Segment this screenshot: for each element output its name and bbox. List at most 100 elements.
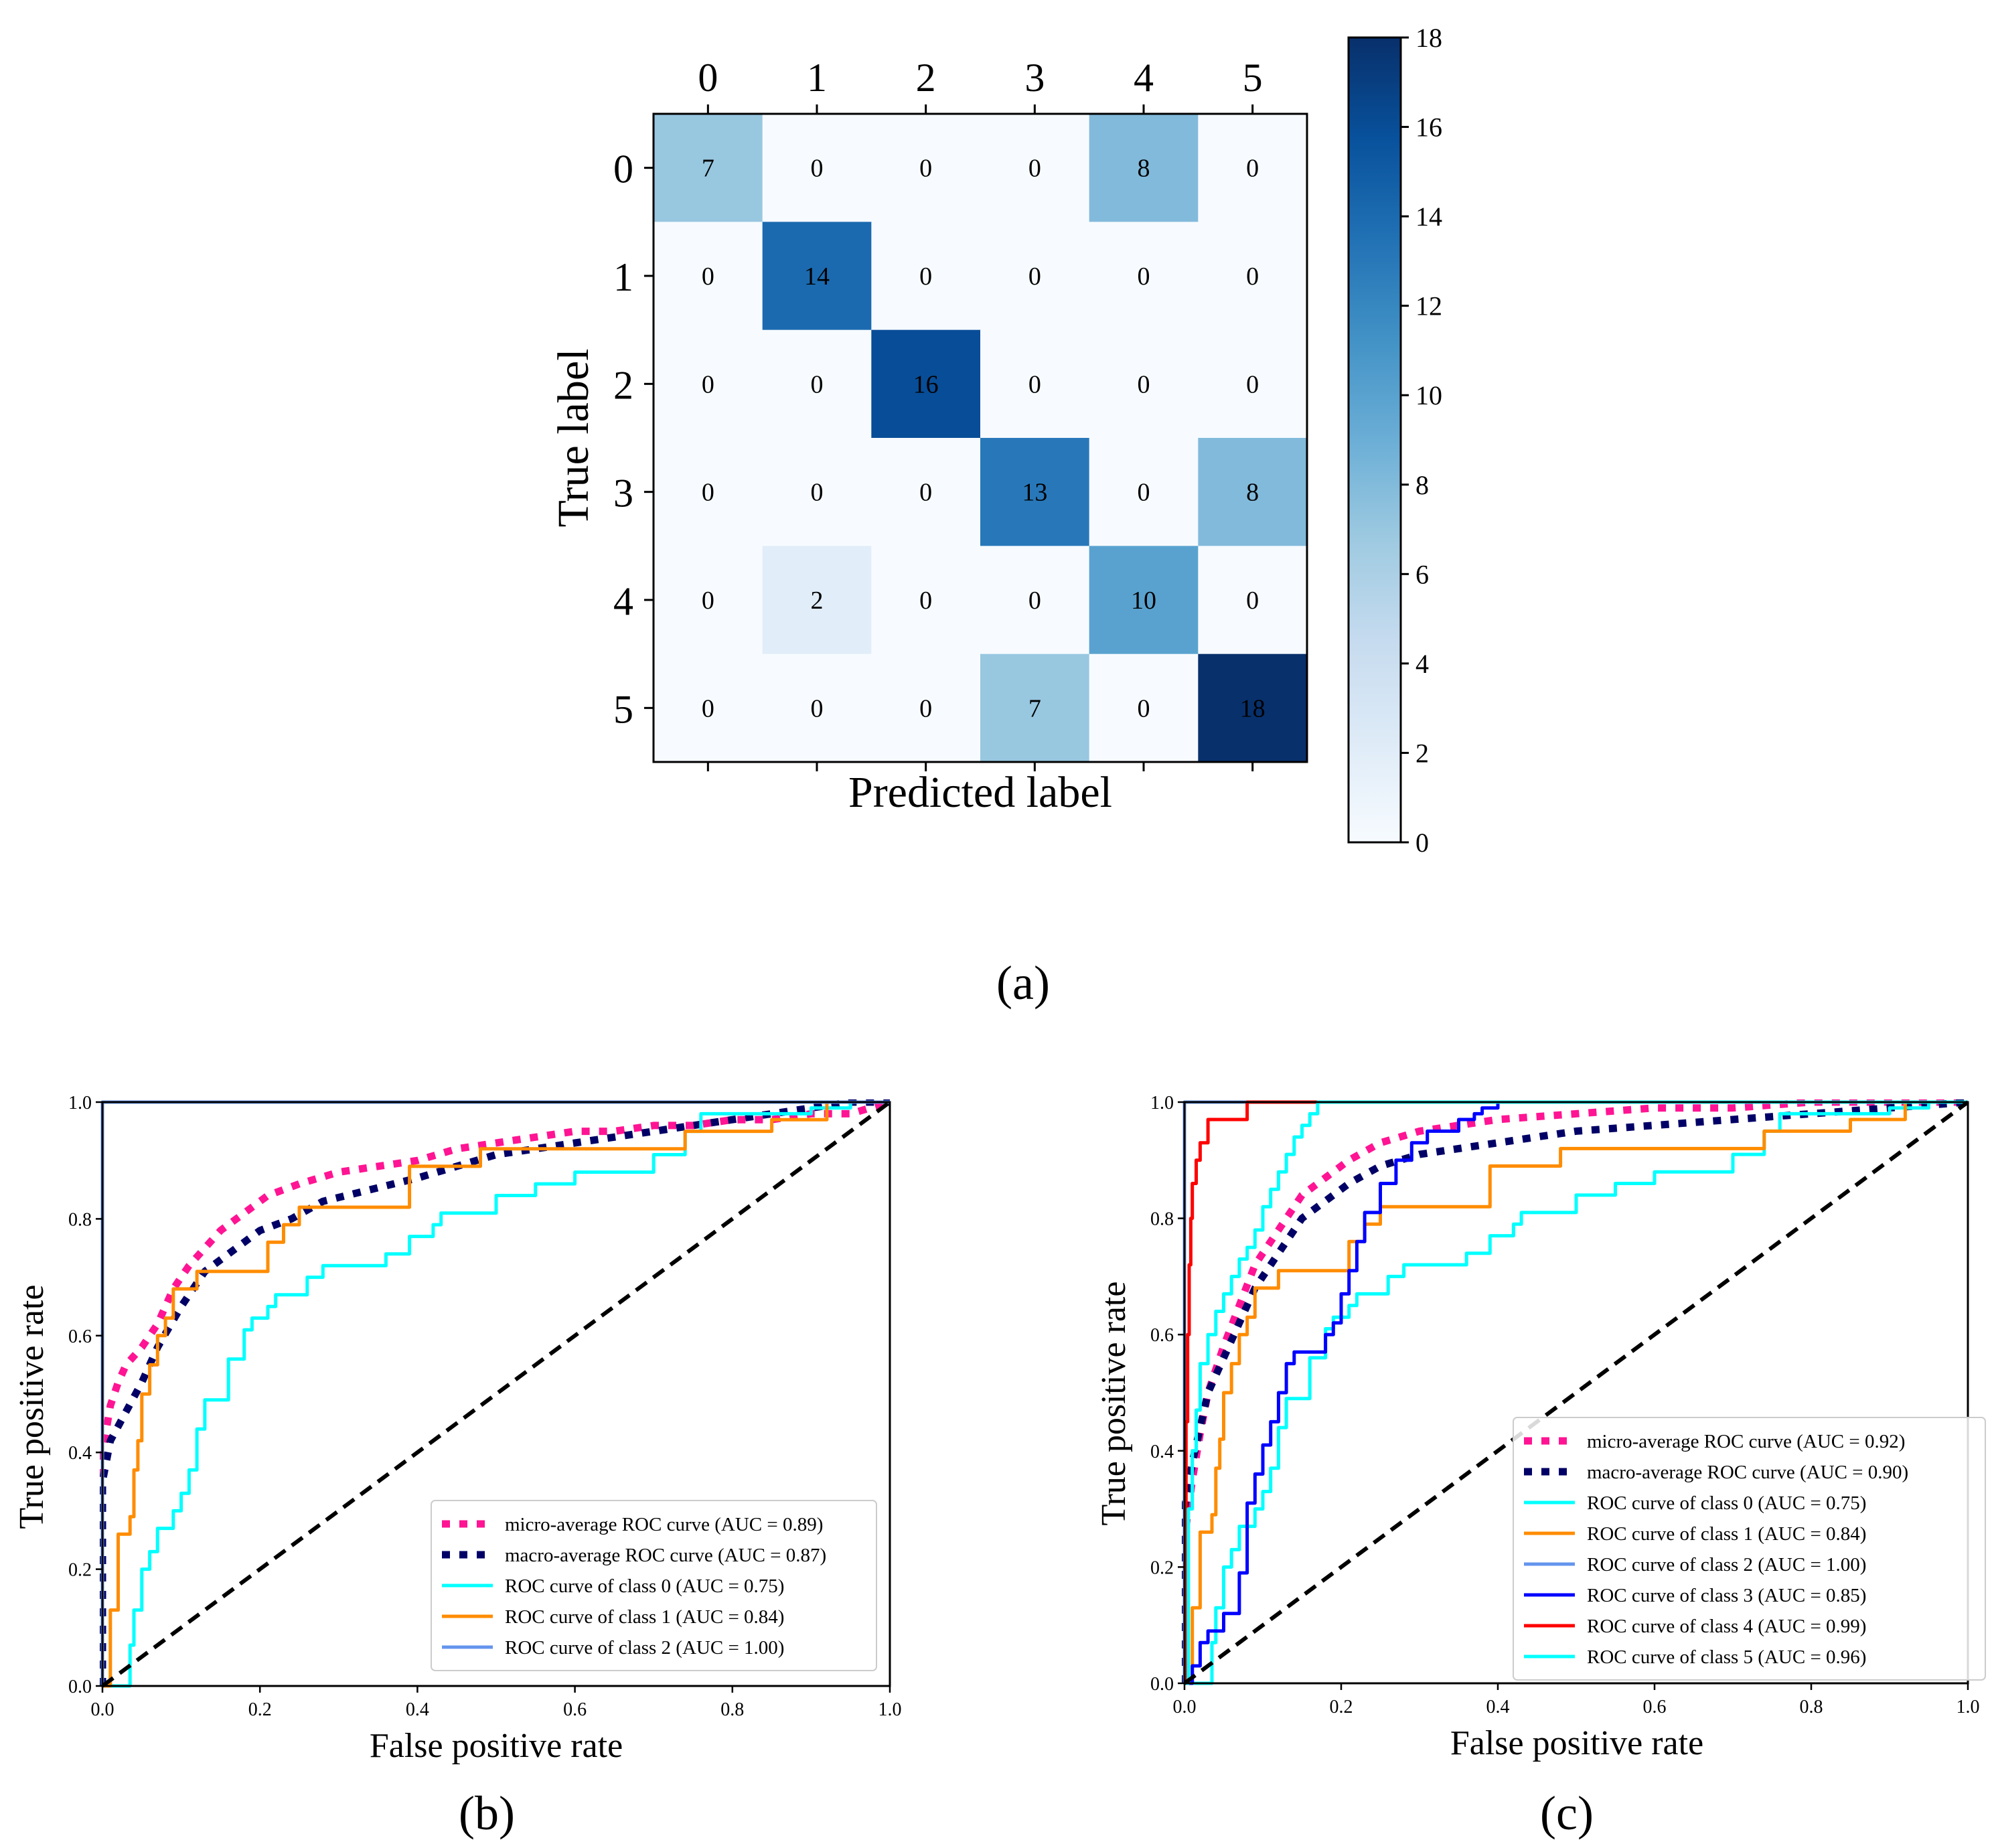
matrix-cell bbox=[654, 222, 763, 331]
matrix-cell bbox=[871, 329, 981, 439]
matrix-cell-value: 16 bbox=[913, 370, 939, 398]
x-tick-label: 0.0 bbox=[1173, 1697, 1197, 1717]
matrix-cell bbox=[871, 114, 981, 222]
matrix-cell bbox=[1198, 222, 1308, 331]
matrix-cell bbox=[1089, 329, 1199, 439]
x-tick-label: 0.2 bbox=[248, 1699, 272, 1720]
matrix-cell bbox=[654, 438, 763, 546]
matrix-cell bbox=[762, 653, 872, 763]
confusion-matrix-y-ticks: 0 1 2 3 4 5 bbox=[613, 147, 654, 731]
confusion-matrix-panel: 7 0 0 0 8 00 14 0 0 0 00 0 16 0 0 00 0 0 13 0 80 2 0 0 10 00 0 0 7 0 1… bbox=[549, 23, 1442, 1010]
matrix-cell-value: 2 bbox=[811, 587, 824, 615]
series-line bbox=[102, 1100, 890, 1688]
legend-label: ROC curve of class 0 (AUC = 0.75) bbox=[1587, 1492, 1866, 1514]
matrix-cell bbox=[762, 114, 872, 222]
matrix-cell-value: 0 bbox=[811, 479, 824, 507]
matrix-cell bbox=[871, 653, 981, 763]
x-tick-label: 0.0 bbox=[91, 1699, 114, 1720]
matrix-cell bbox=[1198, 546, 1308, 655]
legend-label: ROC curve of class 2 (AUC = 1.00) bbox=[505, 1637, 784, 1659]
y-tick-label: 1.0 bbox=[68, 1093, 92, 1113]
y-tick-label: 1 bbox=[613, 255, 633, 299]
matrix-cell-value: 0 bbox=[1246, 155, 1259, 183]
matrix-cell bbox=[1089, 546, 1199, 655]
matrix-cell bbox=[654, 653, 763, 763]
matrix-cell bbox=[1089, 114, 1199, 222]
x-tick-label: 0.2 bbox=[1330, 1697, 1353, 1717]
matrix-cell-value: 0 bbox=[702, 479, 714, 507]
matrix-cell bbox=[871, 222, 981, 331]
series-line bbox=[1184, 1100, 1968, 1685]
matrix-cell bbox=[654, 329, 763, 439]
y-tick-label: 0.8 bbox=[68, 1209, 92, 1230]
matrix-cell bbox=[980, 653, 1090, 763]
roc-panel-b: 0.0 0.2 0.4 0.6 0.8 1.0 0.0 0.2 0.4 0.6 0.8 1.0 micr… bbox=[13, 1093, 902, 1840]
y-tick-label: 0.6 bbox=[1150, 1325, 1174, 1346]
matrix-cell-value: 0 bbox=[702, 370, 714, 398]
legend-label: ROC curve of class 3 (AUC = 0.85) bbox=[1587, 1585, 1866, 1606]
matrix-cell-value: 0 bbox=[1138, 479, 1150, 507]
matrix-cell-value: 14 bbox=[804, 262, 830, 291]
y-tick-label: 0.0 bbox=[68, 1677, 92, 1697]
matrix-cell-value: 7 bbox=[702, 155, 714, 183]
matrix-cell-value: 0 bbox=[1246, 262, 1259, 291]
chance-diagonal-line bbox=[101, 1100, 891, 1688]
legend-box bbox=[431, 1500, 877, 1671]
colorbar-tick-label: 12 bbox=[1415, 291, 1442, 321]
legend-label: ROC curve of class 1 (AUC = 0.84) bbox=[1587, 1523, 1866, 1545]
x-tick-label: 4 bbox=[1134, 56, 1154, 100]
y-tick-label: 0.8 bbox=[1150, 1209, 1174, 1230]
x-tick-label: 0.6 bbox=[1643, 1697, 1667, 1717]
confusion-matrix-xlabel: Predicted label bbox=[848, 768, 1112, 817]
y-tick-label: 0.2 bbox=[1150, 1557, 1174, 1578]
colorbar-tick-label: 14 bbox=[1415, 202, 1442, 232]
panel-label-b: (b) bbox=[459, 1786, 515, 1840]
matrix-cell-value: 0 bbox=[919, 587, 932, 615]
roc-c-plot-area: 0.0 0.2 0.4 0.6 0.8 1.0 0.0 0.2 0.4 0.6 0.8 1.0 micr… bbox=[1150, 1093, 1986, 1717]
matrix-cell bbox=[871, 546, 981, 655]
matrix-cell-value: 0 bbox=[702, 694, 714, 722]
matrix-cell-value: 0 bbox=[1246, 587, 1259, 615]
matrix-cell-value: 0 bbox=[702, 587, 714, 615]
matrix-cell bbox=[1089, 438, 1199, 546]
plot-frame bbox=[1183, 1101, 1969, 1685]
y-tick-label: 0.2 bbox=[68, 1560, 92, 1581]
matrix-cell-value: 0 bbox=[811, 694, 824, 722]
matrix-cell-value: 0 bbox=[919, 155, 932, 183]
matrix-cell bbox=[1198, 114, 1308, 222]
x-tick-label: 0.8 bbox=[720, 1699, 744, 1720]
x-tick-label: 1.0 bbox=[878, 1699, 902, 1720]
matrix-cell-value: 0 bbox=[1246, 370, 1259, 398]
colorbar-tick-label: 16 bbox=[1415, 112, 1442, 143]
colorbar bbox=[1347, 36, 1402, 844]
roc-b-xlabel: False positive rate bbox=[370, 1727, 623, 1765]
matrix-cell-value: 0 bbox=[1028, 370, 1041, 398]
confusion-matrix-frame bbox=[652, 112, 1308, 763]
legend-label: macro-average ROC curve (AUC = 0.90) bbox=[1587, 1462, 1908, 1483]
legend: micro-average ROC curve (AUC = 0.92) macr… bbox=[1513, 1417, 1986, 1681]
matrix-cell bbox=[762, 438, 872, 546]
x-tick-label: 0.8 bbox=[1800, 1697, 1823, 1717]
colorbar-tick-label: 0 bbox=[1415, 828, 1429, 858]
series-line bbox=[100, 1099, 890, 1686]
roc-b-ylabel: True positive rate bbox=[13, 1285, 51, 1529]
series-line bbox=[102, 1100, 890, 1688]
matrix-cell bbox=[1198, 653, 1308, 763]
matrix-cell-value: 0 bbox=[702, 262, 714, 291]
matrix-cell bbox=[980, 438, 1090, 546]
y-tick-label: 0.4 bbox=[68, 1443, 92, 1464]
matrix-cell-value: 0 bbox=[1138, 694, 1150, 722]
matrix-cell bbox=[980, 329, 1090, 439]
matrix-cell-value: 0 bbox=[811, 155, 824, 183]
matrix-cell bbox=[762, 329, 872, 439]
matrix-cell-value: 0 bbox=[919, 694, 932, 722]
matrix-cell-value: 0 bbox=[1028, 262, 1041, 291]
colorbar-tick-label: 8 bbox=[1415, 470, 1429, 500]
colorbar-ticks: 0 2 4 6 8 10 12 14 16 18 bbox=[1401, 23, 1442, 858]
x-tick-label: 1.0 bbox=[1957, 1697, 1980, 1717]
series-line bbox=[1182, 1099, 1969, 1683]
series-line bbox=[1184, 1100, 1968, 1685]
colorbar-tick-label: 4 bbox=[1415, 649, 1429, 679]
matrix-cell bbox=[654, 546, 763, 655]
